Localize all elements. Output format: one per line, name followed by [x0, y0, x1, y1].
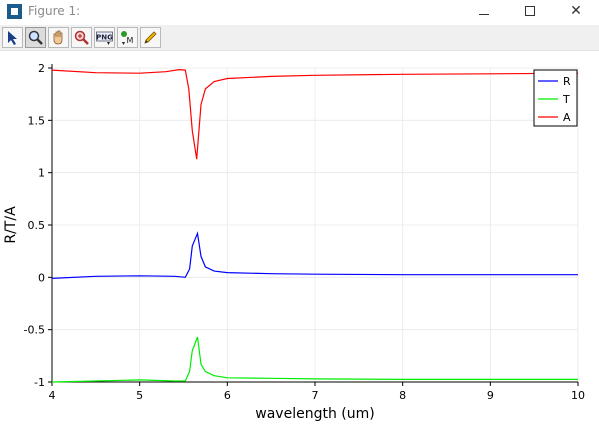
- x-tick-label: 6: [224, 389, 231, 402]
- magnifier-plus-icon: [74, 30, 89, 45]
- close-icon: ✕: [570, 3, 582, 19]
- x-axis-label: wavelength (um): [255, 406, 374, 422]
- zoom-tool-button[interactable]: [25, 27, 46, 48]
- x-tick-label: 10: [571, 389, 585, 402]
- y-tick-label: -1: [34, 376, 45, 389]
- x-tick-label: 9: [487, 389, 494, 402]
- y-tick-label: 1: [38, 167, 45, 180]
- maximize-icon: [525, 6, 535, 16]
- pencil-tool-button[interactable]: [140, 27, 161, 48]
- x-tick-label: 4: [49, 389, 56, 402]
- x-tick-labels: 4 5 6 7 8 9 10: [49, 389, 586, 402]
- y-tick-label: -0.5: [24, 324, 45, 337]
- png-icon: PNG: [96, 31, 113, 45]
- arrow-pointer-icon: [8, 31, 17, 45]
- hand-icon: [53, 30, 63, 45]
- legend: RTA: [533, 69, 578, 127]
- y-tick-label: 2: [38, 62, 45, 75]
- zoom-reset-tool-button[interactable]: [71, 27, 92, 48]
- series-lines: [51, 68, 579, 383]
- window-title: Figure 1:: [28, 4, 81, 18]
- title-bar[interactable]: Figure 1: ✕: [0, 0, 599, 24]
- maximize-button[interactable]: [507, 0, 553, 24]
- marker-icon: M: [121, 31, 134, 45]
- x-tick-label: 8: [399, 389, 406, 402]
- series-line-a: [51, 68, 579, 160]
- legend-label-t: T: [562, 93, 570, 106]
- app-icon: [7, 4, 22, 19]
- minimize-button[interactable]: [461, 0, 507, 24]
- minimize-icon: [479, 14, 489, 15]
- y-tick-label: 0.5: [28, 219, 46, 232]
- magnifier-icon: [28, 30, 43, 45]
- save-png-tool-button[interactable]: PNG: [94, 27, 115, 48]
- y-tick-labels: 2 1.5 1 0.5 0 -0.5 -1: [24, 62, 45, 389]
- series-line-r: [51, 231, 578, 279]
- y-tick-label: 1.5: [28, 114, 46, 127]
- y-axis-label: R/T/A: [3, 206, 19, 244]
- pointer-tool-button[interactable]: [2, 27, 23, 48]
- close-button[interactable]: ✕: [553, 0, 599, 24]
- svg-text:M: M: [127, 36, 134, 45]
- pan-tool-button[interactable]: [48, 27, 69, 48]
- grid: [52, 67, 579, 382]
- svg-text:PNG: PNG: [96, 34, 113, 42]
- tick-marks: [48, 64, 579, 386]
- toolbar: PNG M: [0, 25, 599, 51]
- y-tick-label: 0: [38, 271, 45, 284]
- x-tick-label: 7: [312, 389, 319, 402]
- x-tick-label: 5: [136, 389, 143, 402]
- chart[interactable]: 4 5 6 7 8 9 10 2 1.5 1 0.5 0 -0.5 -1 wavelength (um)…: [0, 52, 599, 427]
- series-line-t: [51, 336, 578, 383]
- pencil-icon: [144, 31, 157, 44]
- legend-label-a: A: [563, 111, 571, 124]
- legend-label-r: R: [563, 75, 571, 88]
- marker-tool-button[interactable]: M: [117, 27, 138, 48]
